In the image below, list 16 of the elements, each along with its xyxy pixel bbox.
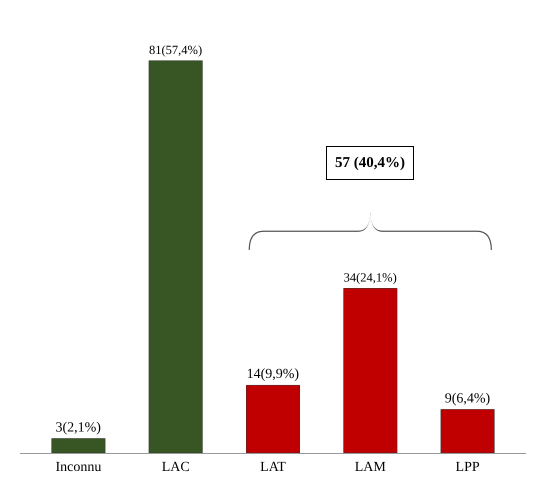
x-tick-label: LPP — [456, 460, 480, 475]
x-tick-label: LAT — [260, 460, 286, 475]
data-label: 14(9,9%) — [246, 367, 300, 382]
x-tick-label: Inconnu — [55, 460, 102, 475]
data-label: 3(2,1%) — [55, 420, 102, 436]
annotation: 57 (40,4%) — [335, 155, 405, 171]
bar — [343, 288, 398, 453]
bar — [246, 384, 300, 453]
bar — [440, 409, 495, 453]
data-label: 9(6,4%) — [444, 391, 491, 406]
x-tick-label: LAM — [354, 460, 386, 475]
data-label: 81(57,4%) — [148, 43, 202, 58]
x-tick-label: LAC — [162, 460, 190, 475]
data-label: 34(24,1%) — [344, 270, 397, 285]
bar — [148, 60, 203, 453]
bar — [51, 438, 106, 453]
